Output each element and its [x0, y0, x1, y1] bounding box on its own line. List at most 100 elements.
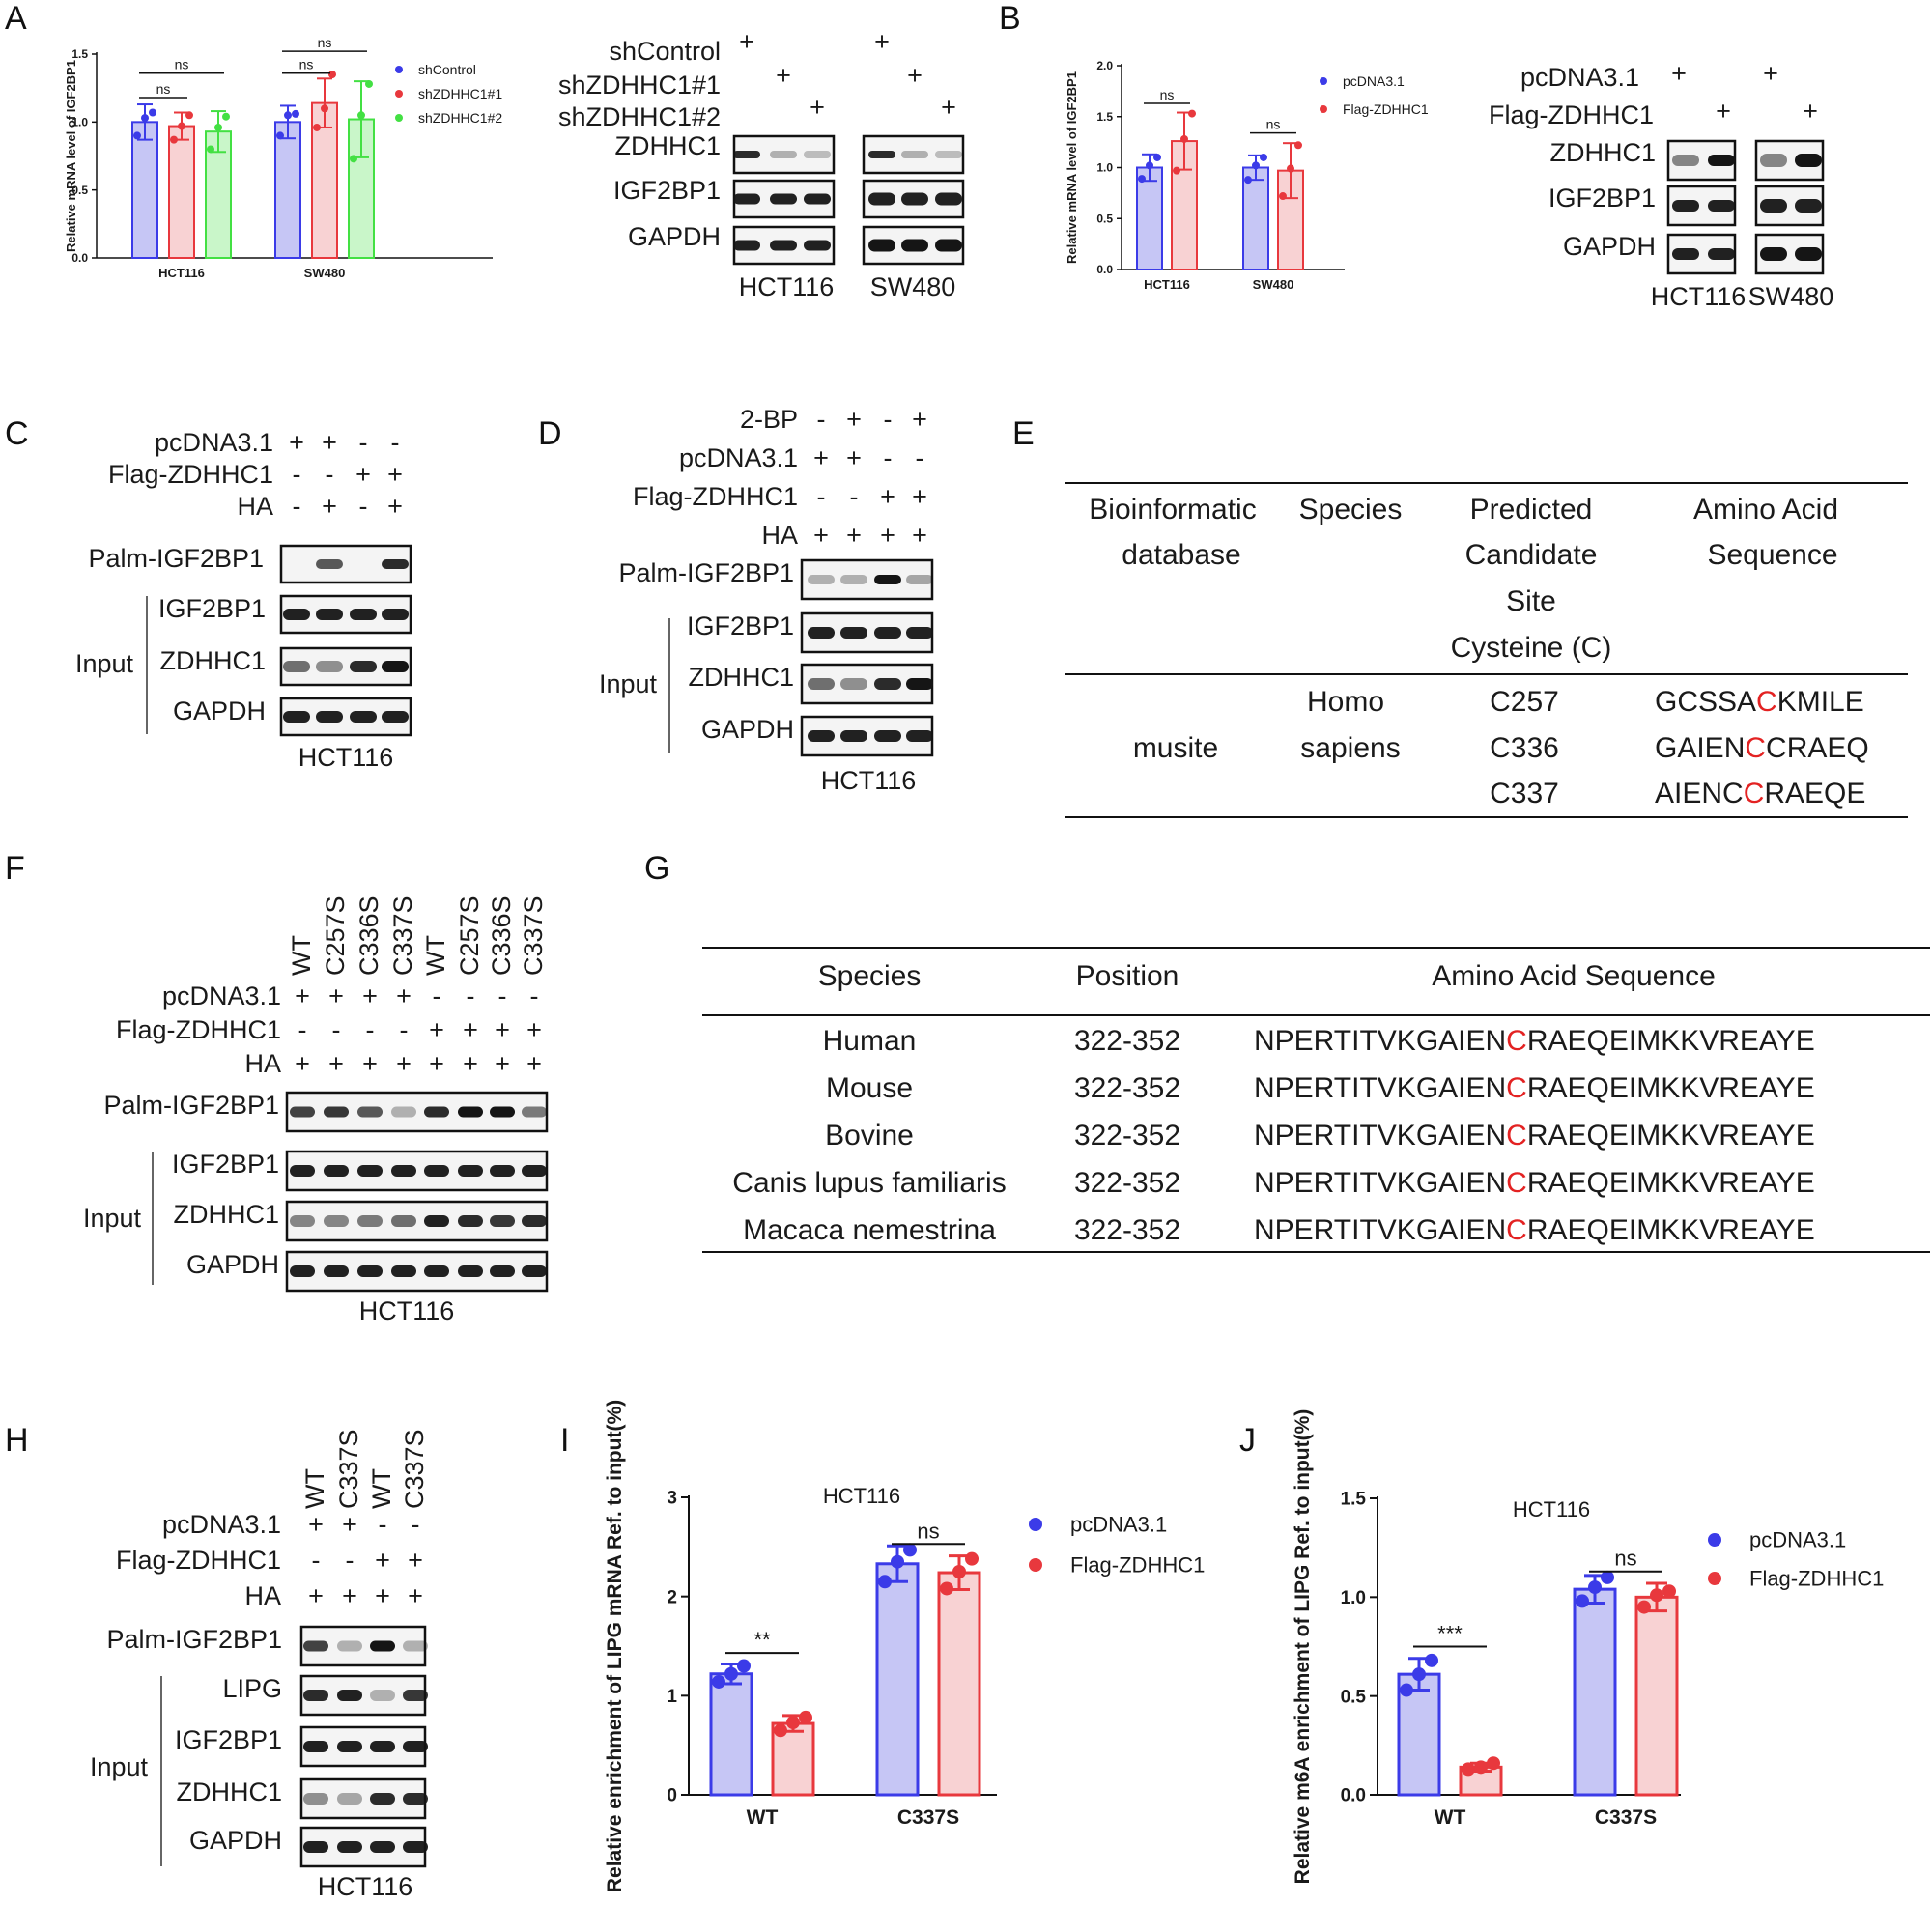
- seq-pre: NPERTITVKGAIEN: [1254, 1025, 1506, 1057]
- y-tick-label: 0.0: [1341, 1786, 1366, 1806]
- data-point: [1662, 1584, 1676, 1599]
- chart-b: 0.0 0.5 1.0 1.5 2.0 Relative mRNA level of IG…: [1065, 59, 1429, 292]
- sign-mark: -: [332, 1015, 341, 1044]
- x-category-label: HCT116: [158, 266, 205, 280]
- data-point: [1474, 1760, 1488, 1775]
- sign-mark: +: [912, 521, 927, 550]
- sign-mark: +: [342, 1510, 357, 1539]
- table-e-header-site-4: Cysteine (C): [1451, 632, 1612, 664]
- data-point: [214, 123, 222, 131]
- data-point: [1425, 1653, 1438, 1667]
- data-point: [786, 1716, 800, 1730]
- sign-mark: +: [295, 1049, 310, 1078]
- sign-mark: -: [817, 482, 826, 511]
- plus-sign: +: [1716, 97, 1731, 126]
- condition-label: Flag-ZDHHC1: [116, 1015, 281, 1044]
- bar: [348, 118, 375, 259]
- blot-row-label: ZDHHC1: [1549, 138, 1656, 167]
- blot-row-label: IGF2BP1: [1548, 184, 1656, 213]
- sign-mark: -: [530, 981, 539, 1010]
- plus-sign: +: [810, 93, 825, 122]
- table-e-site: C336: [1490, 732, 1559, 764]
- data-point: [222, 112, 230, 121]
- x-category-label: SW480: [304, 266, 346, 280]
- blot-row-label: IGF2BP1: [687, 611, 794, 640]
- seq-highlight: C: [1744, 778, 1765, 810]
- data-point: [276, 131, 284, 140]
- cell-line-label: HCT116: [739, 272, 835, 301]
- seq-pre: GCSSA: [1655, 686, 1756, 718]
- sign-mark: +: [526, 1015, 542, 1044]
- blot-band: [490, 1106, 515, 1118]
- sign-mark: +: [289, 428, 304, 457]
- blot-band: [290, 1215, 315, 1227]
- table-e-header-site-1: Predicted: [1470, 494, 1593, 526]
- blot-row-label: Palm-IGF2BP1: [103, 1091, 279, 1120]
- seq-highlight: C: [1506, 1214, 1527, 1246]
- seq-pre: NPERTITVKGAIEN: [1254, 1120, 1506, 1152]
- table-g-position: 322-352: [1074, 1025, 1180, 1057]
- condition-label: shControl: [609, 37, 721, 66]
- condition-label: pcDNA3.1: [162, 981, 281, 1010]
- data-point: [1260, 153, 1267, 161]
- condition-label: HA: [761, 521, 798, 550]
- condition-label: 2-BP: [740, 405, 798, 434]
- blot-band: [522, 1106, 547, 1118]
- blot-band: [382, 661, 409, 672]
- x-category-label: WT: [1435, 1806, 1466, 1829]
- legend-marker: [1320, 77, 1327, 85]
- western-blot-c: pcDNA3.1 + + - -Flag-ZDHHC1- - + +HA - + - +Palm-IG…: [75, 428, 412, 772]
- data-point: [1279, 192, 1287, 201]
- legend-marker: [1029, 1518, 1042, 1531]
- bar: [274, 121, 301, 260]
- seq-highlight: C: [1506, 1120, 1527, 1152]
- table-g-position: 322-352: [1074, 1120, 1180, 1152]
- data-point: [878, 1575, 892, 1589]
- blot-band: [906, 627, 933, 639]
- panel-label-f: F: [5, 850, 25, 887]
- panel-label-b: B: [999, 0, 1021, 37]
- seq-highlight: C: [1506, 1167, 1527, 1199]
- data-point: [149, 108, 156, 117]
- blot-band: [1760, 247, 1787, 261]
- data-point: [1287, 164, 1294, 173]
- seq-highlight: C: [1506, 1072, 1527, 1104]
- blot-row-label: GAPDH: [189, 1826, 282, 1855]
- table-e-site: C337: [1490, 778, 1559, 810]
- blot-band: [316, 711, 343, 723]
- table-g-sequence: NPERTITVKGAIENCRAEQEIMKKVREAYE: [1254, 1167, 1815, 1199]
- blot-band: [458, 1215, 483, 1227]
- blot-band: [324, 1265, 349, 1277]
- blot-band: [874, 575, 901, 584]
- chart-j: 0.0 0.5 1.0 1.5 Relative m6A enrichment of L…: [1292, 1409, 1884, 1885]
- blot-band: [490, 1265, 515, 1277]
- blot-band: [1795, 154, 1822, 167]
- condition-label: shZDHHC1#1: [558, 71, 721, 100]
- data-point: [133, 131, 141, 140]
- sign-mark: -: [298, 1015, 307, 1044]
- lane-label: WT: [367, 1468, 396, 1509]
- sign-mark: -: [817, 405, 826, 434]
- blot-band: [382, 609, 409, 620]
- western-blot-f: WT C257S C336S C337S WT C257S C336S C337SpcDNA3…: [83, 896, 549, 1325]
- blot-band: [357, 1106, 383, 1118]
- sign-mark: -: [498, 981, 507, 1010]
- significance-label: ns: [1266, 117, 1281, 132]
- sign-mark: -: [359, 492, 368, 521]
- sign-mark: -: [850, 482, 859, 511]
- blot-band: [808, 627, 835, 639]
- blot-band: [424, 1106, 449, 1118]
- data-point: [1294, 141, 1302, 150]
- blot-band: [337, 1640, 362, 1652]
- blot-band: [1760, 199, 1787, 213]
- blot-band: [522, 1215, 547, 1227]
- x-category-label: C337S: [1595, 1806, 1657, 1829]
- sign-mark: +: [846, 521, 862, 550]
- blot-band: [303, 1793, 328, 1805]
- data-point: [1601, 1570, 1614, 1584]
- sign-mark: -: [346, 1546, 355, 1575]
- blot-band: [1760, 154, 1787, 167]
- sign-mark: -: [326, 460, 334, 489]
- sign-mark: +: [408, 1581, 423, 1610]
- western-blot-d: 2-BP - + - +pcDNA3.1 + + - -Flag-ZDHHC1- - + +HA + + +…: [599, 405, 934, 795]
